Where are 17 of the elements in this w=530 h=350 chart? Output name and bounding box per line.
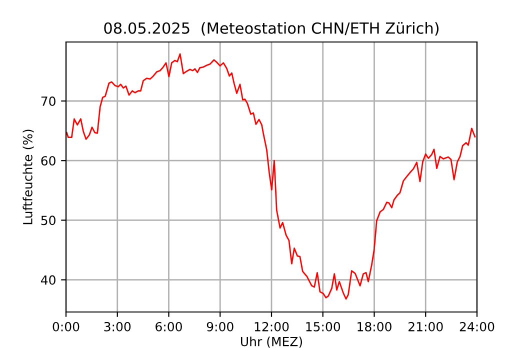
y-axis-title: Luftfeuchte (%) bbox=[22, 130, 34, 224]
x-tick-label: 3:00 bbox=[104, 322, 131, 332]
x-tick-label: 6:00 bbox=[156, 322, 182, 332]
y-tick-label: 50 bbox=[41, 216, 56, 226]
x-tick-label: 18:00 bbox=[358, 322, 392, 332]
y-tick-label: 60 bbox=[41, 156, 56, 166]
x-axis-title: Uhr (MEZ) bbox=[240, 336, 302, 348]
y-tick-label: 40 bbox=[40, 275, 56, 285]
chart-title: 08.05.2025 (Meteostation CHN/ETH Zürich) bbox=[104, 22, 439, 36]
x-tick-label: 21:00 bbox=[408, 322, 443, 332]
x-tick-label: 9:00 bbox=[206, 322, 234, 332]
x-tick-label: 15:00 bbox=[306, 322, 340, 332]
x-tick-label: 12:00 bbox=[254, 322, 289, 332]
x-tick-label: 24:00 bbox=[460, 322, 494, 332]
line-series bbox=[66, 53, 476, 300]
x-tick-label: 0:00 bbox=[52, 322, 80, 332]
y-tick-label: 70 bbox=[41, 96, 56, 106]
